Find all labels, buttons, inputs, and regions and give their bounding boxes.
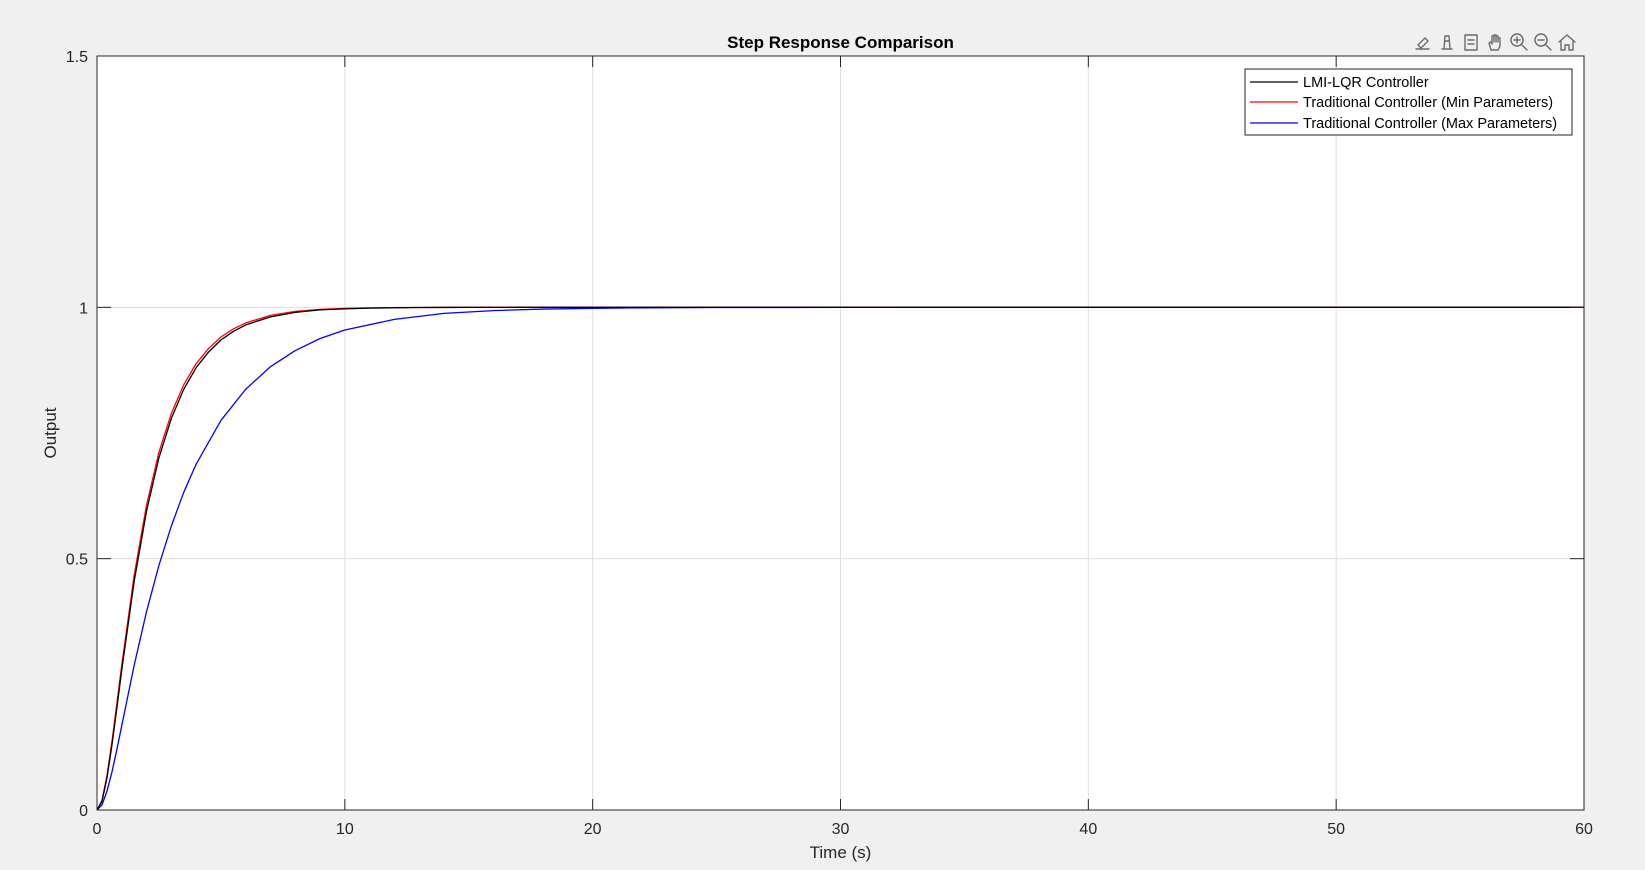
y-tick-label: 1.5 — [66, 49, 88, 66]
home-restore-view-icon[interactable] — [1557, 32, 1577, 52]
pan-icon[interactable] — [1485, 32, 1505, 52]
x-tick-label: 10 — [336, 821, 354, 838]
series-line-lmi-lqr — [96, 306, 1584, 811]
legend-box — [1244, 68, 1573, 136]
axes-toolbar — [1413, 32, 1577, 52]
legend-label-traditional-min: Traditional Controller (Min Parameters) — [1303, 95, 1553, 111]
chart-title: Step Response Comparison — [727, 33, 954, 52]
x-tick-label: 50 — [1327, 821, 1345, 838]
x-tick-label: 40 — [1079, 821, 1097, 838]
x-tick-label: 60 — [1575, 821, 1593, 838]
insert-legend-icon[interactable] — [1437, 32, 1457, 52]
y-tick-label: 1 — [79, 300, 88, 317]
y-axis-label: Output — [41, 407, 60, 458]
legend-entry-traditional-min: Traditional Controller (Min Parameters) — [1250, 95, 1553, 111]
legend-entry-lmi-lqr: LMI-LQR Controller — [1250, 75, 1429, 91]
x-tick-label: 0 — [93, 821, 102, 838]
zoom-in-icon[interactable] — [1509, 32, 1529, 52]
ticks: 0 10 20 30 40 50 60 0 0.5 1 1.5 — [66, 49, 1593, 838]
legend-entry-traditional-max: Traditional Controller (Max Parameters) — [1250, 116, 1557, 132]
series-layer — [96, 306, 1584, 811]
legend-label-traditional-max: Traditional Controller (Max Parameters) — [1303, 116, 1557, 132]
x-axis-label: Time (s) — [810, 843, 872, 862]
zoom-out-icon[interactable] — [1533, 32, 1553, 52]
data-tips-icon[interactable] — [1461, 32, 1481, 52]
legend-label-lmi-lqr: LMI-LQR Controller — [1303, 75, 1429, 91]
y-tick-label: 0.5 — [66, 552, 88, 569]
x-tick-label: 30 — [832, 821, 850, 838]
y-tick-label: 0 — [79, 803, 88, 820]
brush-data-icon[interactable] — [1413, 32, 1433, 52]
x-tick-label: 20 — [584, 821, 602, 838]
legend: LMI-LQR Controller Traditional Controlle… — [1244, 68, 1573, 136]
